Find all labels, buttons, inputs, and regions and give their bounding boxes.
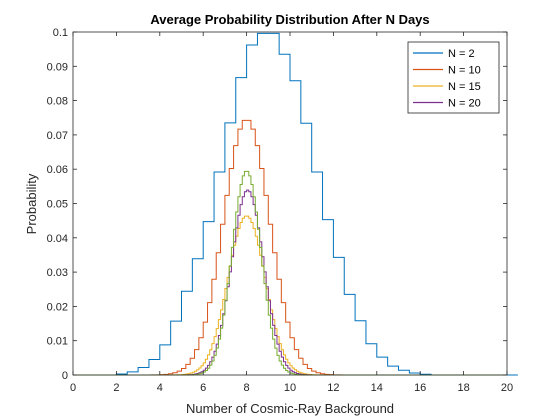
x-tick-label: 0 bbox=[70, 382, 76, 394]
legend: N = 2 N = 10 N = 15 N = 20 bbox=[408, 42, 499, 113]
legend-label: N = 20 bbox=[448, 98, 481, 110]
x-tick-label: 14 bbox=[371, 382, 383, 394]
y-tick-label: 0.1 bbox=[53, 27, 68, 39]
x-tick-label: 20 bbox=[501, 382, 513, 394]
legend-label: N = 2 bbox=[448, 48, 475, 60]
y-tick-label: 0 bbox=[62, 370, 68, 382]
legend-label: N = 15 bbox=[448, 81, 481, 93]
x-tick-label: 16 bbox=[414, 382, 426, 394]
x-tick-label: 12 bbox=[327, 382, 339, 394]
y-axis-label: Probability bbox=[24, 173, 39, 234]
x-tick-label: 8 bbox=[244, 382, 250, 394]
y-tick-label: 0.07 bbox=[47, 130, 68, 142]
chart-title: Average Probability Distribution After N… bbox=[150, 12, 429, 27]
x-tick-label: 18 bbox=[457, 382, 469, 394]
legend-label: N = 10 bbox=[448, 65, 481, 77]
y-tick-label: 0.05 bbox=[47, 199, 68, 211]
y-tick-label: 0.09 bbox=[47, 61, 68, 73]
y-tick-label: 0.08 bbox=[47, 96, 68, 108]
y-tick-label: 0.06 bbox=[47, 164, 68, 176]
y-tick-label: 0.01 bbox=[47, 336, 68, 348]
x-axis-label: Number of Cosmic-Ray Background bbox=[186, 401, 394, 416]
x-tick-label: 4 bbox=[157, 382, 163, 394]
x-tick-label: 10 bbox=[284, 382, 296, 394]
x-tick-label: 2 bbox=[113, 382, 119, 394]
y-tick-label: 0.04 bbox=[47, 233, 68, 245]
y-tick-label: 0.02 bbox=[47, 301, 68, 313]
x-tick-label: 6 bbox=[200, 382, 206, 394]
y-tick-label: 0.03 bbox=[47, 267, 68, 279]
